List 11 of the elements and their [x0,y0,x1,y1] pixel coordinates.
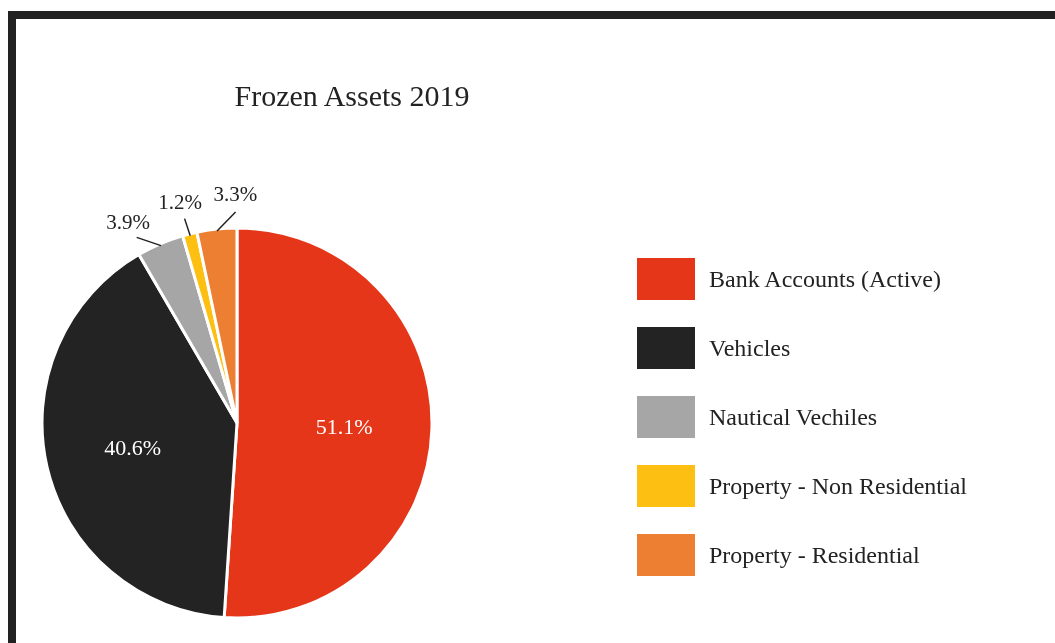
data-label: 40.6% [104,435,161,461]
legend-label: Bank Accounts (Active) [709,266,941,293]
legend-label: Property - Residential [709,542,920,569]
data-label: 51.1% [315,414,373,440]
legend-label: Property - Non Residential [709,473,968,500]
data-label: 3.9% [106,209,151,234]
data-label: 1.2% [158,189,202,214]
legend-label: Nautical Vechiles [709,404,878,431]
chart-title: Frozen Assets 2019 [234,78,470,112]
data-label: 3.3% [213,182,258,207]
legend-label: Vehicles [709,335,791,362]
